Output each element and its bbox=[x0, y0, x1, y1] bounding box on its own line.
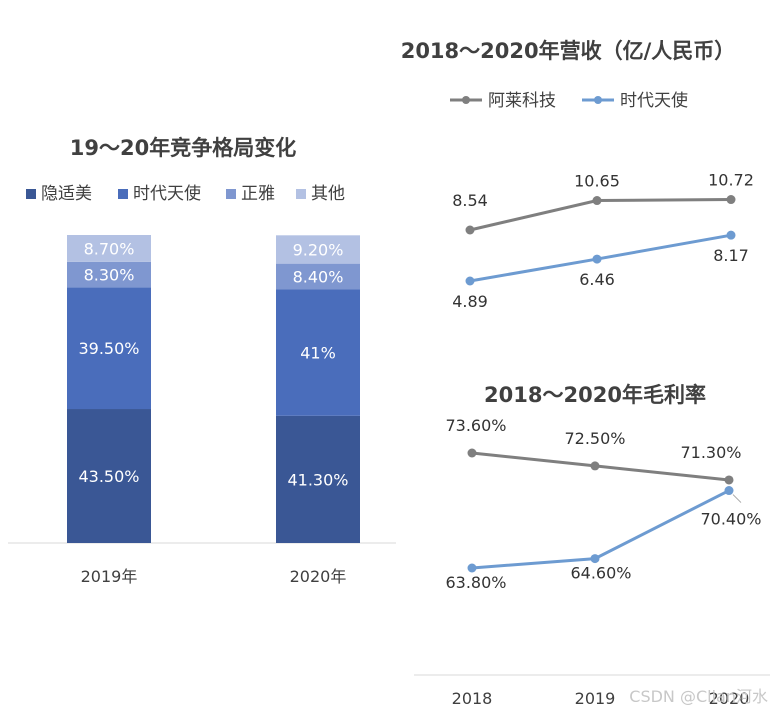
line-x-tick-label: 2020 bbox=[709, 689, 750, 708]
bar-data-label: 39.50% bbox=[78, 339, 139, 358]
margin-lines: 73.60% 72.50% 71.30% 63.80% 64.60% 70.40% bbox=[445, 416, 761, 592]
watermark-text: CSDN @Clian河水 bbox=[629, 687, 768, 706]
margin-chart-title: 2018～2020年毛利率 bbox=[484, 383, 706, 407]
margin-data-label: 70.40% bbox=[700, 510, 761, 529]
margin-point bbox=[467, 448, 477, 458]
revenue-lines: 8.54 10.65 10.72 4.89 6.46 8.17 bbox=[452, 171, 754, 311]
bar-data-label: 41.30% bbox=[287, 470, 348, 489]
revenue-legend-marker bbox=[594, 96, 602, 104]
bar-legend-swatch bbox=[26, 189, 36, 199]
margin-point bbox=[590, 461, 600, 471]
bar-legend-label: 正雅 bbox=[241, 184, 275, 204]
bar-x-tick-label: 2020年 bbox=[290, 567, 347, 586]
bar-legend-label: 其他 bbox=[311, 184, 345, 204]
margin-point bbox=[590, 554, 600, 564]
bar-chart-title: 19～20年竞争格局变化 bbox=[70, 136, 296, 160]
revenue-legend-label: 时代天使 bbox=[620, 90, 688, 111]
margin-point bbox=[724, 475, 734, 485]
bar-segment bbox=[276, 235, 360, 264]
margin-data-label: 71.30% bbox=[680, 443, 741, 462]
revenue-data-label: 4.89 bbox=[452, 292, 488, 311]
revenue-point bbox=[592, 196, 602, 206]
bar-segment bbox=[67, 261, 151, 288]
bar-segment bbox=[67, 235, 151, 262]
revenue-legend-label: 阿莱科技 bbox=[488, 91, 556, 111]
revenue-point bbox=[465, 225, 475, 235]
bar-x-ticks: 2019年 2020年 bbox=[81, 567, 347, 586]
bar-segment bbox=[276, 289, 360, 416]
bar-legend-label: 隐适美 bbox=[41, 184, 92, 204]
line-x-ticks: 2018 2019 2020 bbox=[452, 689, 750, 708]
margin-series-line bbox=[471, 489, 730, 570]
bar-data-label: 8.70% bbox=[84, 239, 135, 258]
revenue-data-label: 6.46 bbox=[579, 270, 615, 289]
label-leader-line bbox=[732, 494, 742, 503]
stacked-bars: 43.50% 39.50% 8.30% 8.70% 41.30% 41% 8.40% 9.20… bbox=[67, 235, 360, 543]
revenue-point bbox=[726, 230, 736, 240]
bar-data-label: 43.50% bbox=[78, 467, 139, 486]
bar-segment bbox=[276, 263, 360, 290]
line-x-tick-label: 2018 bbox=[452, 689, 493, 708]
bar-legend-swatch bbox=[296, 189, 306, 199]
revenue-point bbox=[465, 276, 475, 286]
revenue-legend: 阿莱科技 时代天使 bbox=[450, 90, 688, 111]
margin-point bbox=[724, 486, 734, 496]
margin-data-label: 63.80% bbox=[445, 573, 506, 592]
bar-segment bbox=[67, 287, 151, 410]
bar-data-label: 8.40% bbox=[293, 268, 344, 287]
bar-data-label: 9.20% bbox=[293, 240, 344, 259]
margin-data-label: 72.50% bbox=[564, 429, 625, 448]
revenue-data-label: 8.54 bbox=[452, 191, 488, 210]
bar-segment bbox=[67, 409, 151, 543]
bar-segment bbox=[276, 415, 360, 543]
margin-data-label: 64.60% bbox=[570, 564, 631, 583]
bar-data-label: 8.30% bbox=[84, 266, 135, 285]
revenue-point bbox=[592, 254, 602, 264]
revenue-point bbox=[726, 195, 736, 205]
revenue-chart-title: 2018～2020年营收（亿/人民币） bbox=[401, 39, 736, 63]
bar-legend-swatch bbox=[118, 189, 128, 199]
revenue-series-line bbox=[469, 198, 732, 232]
margin-point bbox=[467, 563, 477, 573]
bar-legend-swatch bbox=[226, 189, 236, 199]
line-x-tick-label: 2019 bbox=[575, 689, 616, 708]
bar-data-label: 41% bbox=[300, 344, 336, 363]
bar-x-tick-label: 2019年 bbox=[81, 567, 138, 586]
margin-data-label: 73.60% bbox=[445, 416, 506, 435]
bar-legend-label: 时代天使 bbox=[133, 183, 201, 204]
revenue-data-label: 8.17 bbox=[713, 246, 749, 265]
bar-legend: 隐适美 时代天使 正雅 其他 bbox=[26, 183, 345, 204]
revenue-data-label: 10.72 bbox=[708, 171, 754, 190]
revenue-legend-marker bbox=[462, 96, 470, 104]
revenue-data-label: 10.65 bbox=[574, 172, 620, 191]
